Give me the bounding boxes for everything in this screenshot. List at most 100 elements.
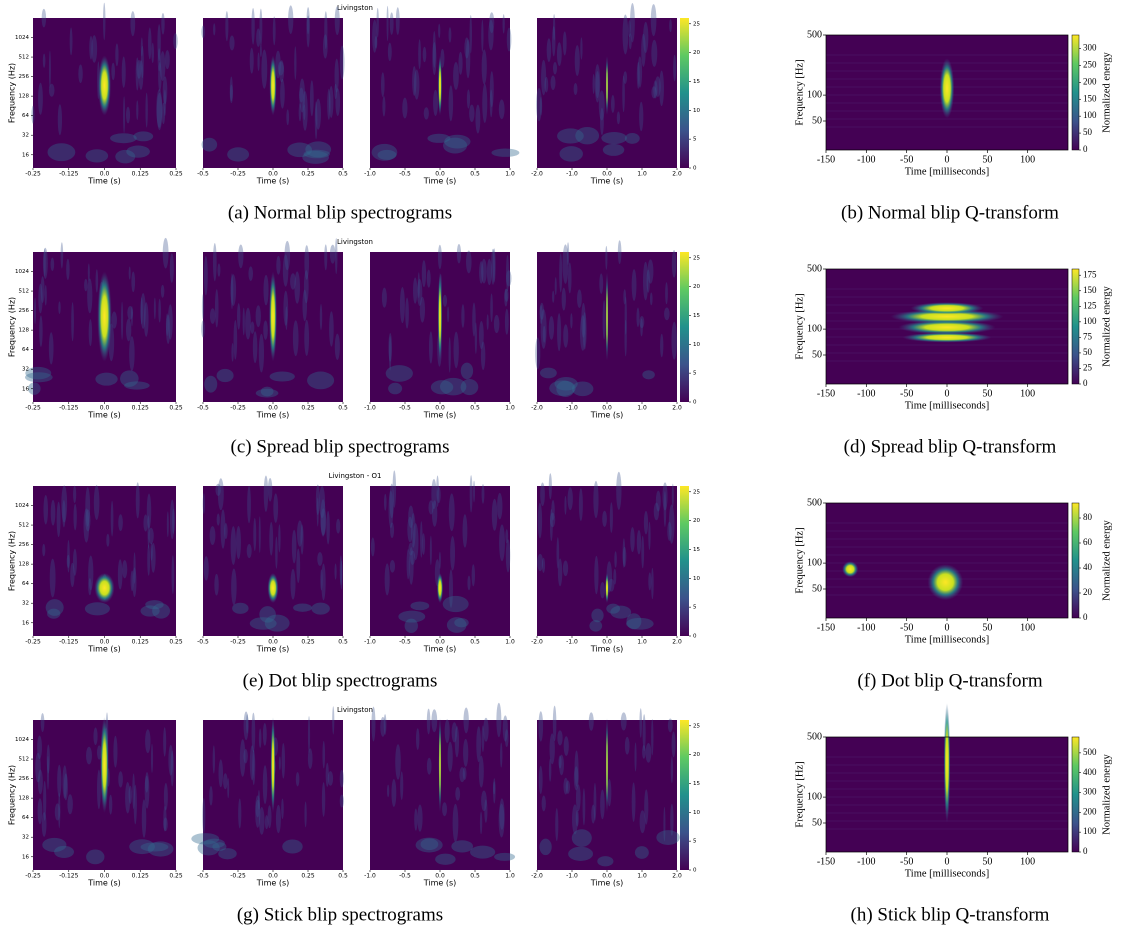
colorbar-tick-label: 300 [1083, 43, 1097, 53]
noise [383, 493, 387, 511]
frame [825, 736, 1069, 853]
noise [235, 525, 241, 560]
x-axis-label: Time (s) [87, 645, 121, 654]
noise [408, 505, 414, 528]
noise [319, 304, 323, 331]
noise [281, 798, 284, 819]
noise [48, 50, 51, 89]
noise [307, 371, 335, 390]
noise [598, 90, 605, 121]
x-tick-label: -2.0 [531, 171, 543, 178]
x-tick-label: 0.5 [338, 405, 348, 412]
noise [249, 47, 254, 74]
noise [662, 482, 668, 511]
noise [261, 49, 268, 89]
blip [438, 55, 442, 116]
colorbar-tick-label: 0 [693, 868, 697, 874]
noise [602, 143, 625, 156]
noise [488, 19, 494, 51]
noise [118, 771, 123, 788]
noise [311, 602, 330, 615]
noise [283, 290, 289, 326]
noise [275, 50, 281, 79]
noise [384, 563, 390, 596]
noise [628, 20, 631, 38]
x-tick-label: -1.0 [364, 171, 376, 178]
noise [480, 341, 486, 371]
noise [370, 537, 375, 557]
noise [135, 482, 140, 519]
noise [48, 83, 55, 97]
noise [131, 271, 136, 293]
noise [431, 479, 437, 510]
noise [549, 380, 576, 396]
noise [430, 380, 454, 395]
noise [327, 88, 331, 120]
noise [415, 837, 443, 853]
noise [502, 715, 508, 742]
noise [645, 743, 652, 763]
noise [391, 779, 397, 807]
x-tick-label: 0.0 [602, 873, 612, 880]
noise [91, 35, 98, 63]
noise [573, 82, 578, 95]
noise [54, 803, 61, 821]
noise [549, 509, 553, 542]
noise [110, 500, 114, 537]
noise [217, 263, 221, 277]
noise [295, 772, 300, 787]
noise [650, 4, 657, 37]
x-tick-label: -1.0 [364, 405, 376, 412]
noise [258, 728, 262, 748]
y-axis-label: Frequency [Hz] [794, 527, 805, 593]
noise [264, 614, 290, 632]
x-tick-label: 0.0 [602, 405, 612, 412]
noise [448, 85, 454, 122]
noise [671, 731, 676, 758]
caption: (c) Spread blip spectrograms [231, 436, 450, 457]
colorbar-tick-label: 20 [1083, 587, 1093, 597]
noise [570, 313, 573, 329]
noise [278, 756, 281, 771]
noise [317, 552, 323, 566]
noise [302, 91, 308, 131]
noise [601, 131, 627, 145]
noise [575, 810, 579, 827]
x-axis-label: Time (s) [590, 411, 624, 420]
noise [138, 60, 144, 90]
noise [372, 19, 378, 53]
noise [27, 382, 41, 395]
noise [415, 728, 420, 750]
noise [395, 744, 401, 780]
noise [504, 288, 508, 307]
colorbar-tick-label: 10 [693, 342, 700, 348]
noise [339, 555, 343, 586]
x-axis-label: Time (s) [256, 411, 290, 420]
noise [554, 376, 578, 391]
noise [43, 494, 49, 525]
y-tick-label: 32 [22, 601, 29, 607]
noise [478, 320, 484, 350]
noise [145, 775, 149, 793]
noise [670, 756, 674, 784]
x-tick-label: 1.0 [637, 639, 647, 646]
y-tick-label: 64 [22, 347, 29, 353]
colorbar-tick-label: 0 [693, 400, 697, 406]
noise [267, 805, 272, 829]
noise [103, 2, 106, 41]
x-tick-label: 0 [945, 388, 950, 399]
noise [231, 343, 234, 362]
noise [93, 727, 98, 746]
noise [444, 719, 450, 744]
y-tick-label: 512 [19, 289, 30, 295]
noise [668, 504, 675, 544]
noise [639, 315, 645, 329]
noise [327, 771, 334, 786]
noise [557, 128, 584, 144]
noise [133, 784, 137, 825]
noise [260, 386, 274, 397]
noise [498, 99, 505, 120]
caption: (d) Spread blip Q-transform [844, 436, 1057, 457]
noise [589, 620, 603, 632]
noise [48, 332, 54, 365]
